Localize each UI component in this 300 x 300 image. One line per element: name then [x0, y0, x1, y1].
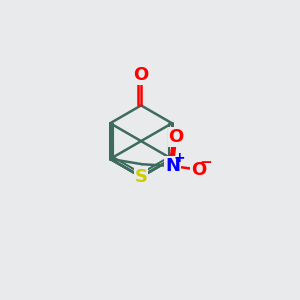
Text: O: O	[134, 66, 149, 84]
Text: O: O	[191, 160, 206, 178]
Text: S: S	[135, 168, 148, 186]
Text: O: O	[169, 128, 184, 146]
Text: −: −	[200, 155, 212, 170]
Text: N: N	[165, 157, 180, 175]
Text: +: +	[173, 151, 185, 165]
